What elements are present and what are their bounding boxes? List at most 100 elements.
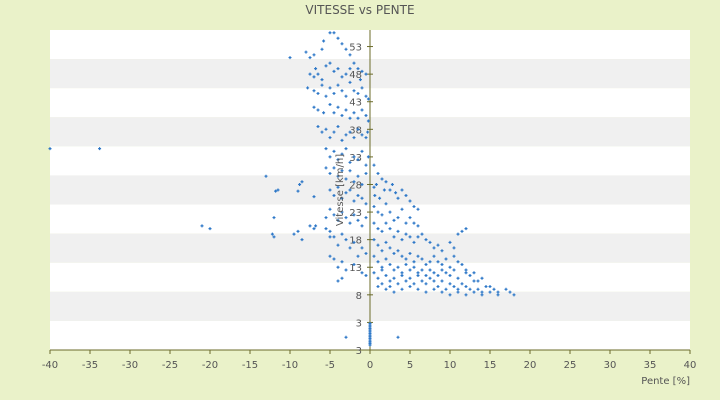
data-point xyxy=(504,287,508,291)
data-point xyxy=(200,224,204,228)
data-point xyxy=(332,130,336,134)
data-point xyxy=(348,246,352,250)
data-point xyxy=(452,246,456,250)
data-point xyxy=(464,293,468,297)
x-tick-label: 10 xyxy=(444,360,457,371)
data-point xyxy=(320,83,324,87)
data-point xyxy=(364,94,368,98)
data-point xyxy=(364,72,368,76)
y-tick-label: 48 xyxy=(349,70,362,81)
data-point xyxy=(364,114,368,118)
x-tick-label: -15 xyxy=(242,360,258,371)
data-point xyxy=(372,185,376,189)
y-tick-label: 3 xyxy=(356,318,362,329)
data-point xyxy=(328,31,332,35)
data-point xyxy=(420,232,424,236)
data-point xyxy=(388,246,392,250)
data-point xyxy=(360,108,364,112)
data-point xyxy=(424,262,428,266)
data-point xyxy=(400,238,404,242)
data-point xyxy=(388,285,392,289)
data-point xyxy=(356,127,360,131)
data-point xyxy=(340,138,344,142)
x-tick-label: -20 xyxy=(202,360,218,371)
data-point xyxy=(348,80,352,84)
data-point xyxy=(324,94,328,98)
data-point xyxy=(308,224,312,228)
data-point xyxy=(376,276,380,280)
data-point xyxy=(424,238,428,242)
data-point xyxy=(366,130,370,134)
data-point xyxy=(312,75,316,79)
data-point xyxy=(464,285,468,289)
data-point xyxy=(332,194,336,198)
data-point xyxy=(456,290,460,294)
data-point xyxy=(348,169,352,173)
data-point xyxy=(306,86,310,90)
data-point xyxy=(480,293,484,297)
data-point xyxy=(356,218,360,222)
data-point xyxy=(300,180,304,184)
data-point xyxy=(336,125,340,129)
data-point xyxy=(344,72,348,76)
data-point xyxy=(352,155,356,159)
data-point xyxy=(316,91,320,95)
data-point xyxy=(328,86,332,90)
data-point xyxy=(384,274,388,278)
data-point xyxy=(396,282,400,286)
data-point xyxy=(340,89,344,93)
data-point xyxy=(416,224,420,228)
data-point xyxy=(388,188,392,192)
data-point xyxy=(352,213,356,217)
data-point xyxy=(384,240,388,244)
data-point xyxy=(404,279,408,283)
data-point xyxy=(374,182,378,186)
data-point xyxy=(488,290,492,294)
data-point xyxy=(416,207,420,211)
data-point xyxy=(348,67,352,71)
data-point xyxy=(392,290,396,294)
data-point xyxy=(396,229,400,233)
data-point xyxy=(472,279,476,283)
data-point xyxy=(372,238,376,242)
data-point xyxy=(440,249,444,253)
data-point xyxy=(272,216,276,220)
data-point xyxy=(356,158,360,162)
data-point xyxy=(352,240,356,244)
data-point xyxy=(360,271,364,275)
data-point xyxy=(328,61,332,65)
data-point xyxy=(344,335,348,339)
data-point xyxy=(332,213,336,217)
y-tick-label: 33 xyxy=(349,153,362,164)
data-point xyxy=(372,254,376,258)
data-point xyxy=(376,285,380,289)
data-point xyxy=(468,274,472,278)
data-point xyxy=(364,171,368,175)
data-point xyxy=(420,279,424,283)
data-point xyxy=(440,262,444,266)
data-point xyxy=(348,116,352,120)
data-point xyxy=(336,243,340,247)
data-point xyxy=(424,290,428,294)
data-point xyxy=(344,147,348,151)
data-point xyxy=(448,240,452,244)
data-point xyxy=(344,94,348,98)
data-point xyxy=(98,147,102,151)
data-point xyxy=(336,83,340,87)
data-point xyxy=(444,257,448,261)
data-point xyxy=(448,274,452,278)
data-point xyxy=(404,262,408,266)
data-point xyxy=(316,72,320,76)
data-point xyxy=(360,149,364,153)
data-point xyxy=(448,282,452,286)
data-point xyxy=(380,229,384,233)
data-point xyxy=(408,268,412,272)
data-point xyxy=(336,36,340,40)
data-point xyxy=(356,254,360,258)
data-point xyxy=(270,232,274,236)
data-point xyxy=(336,67,340,71)
data-point xyxy=(384,221,388,225)
data-point xyxy=(440,268,444,272)
data-point xyxy=(360,69,364,73)
data-point xyxy=(356,91,360,95)
